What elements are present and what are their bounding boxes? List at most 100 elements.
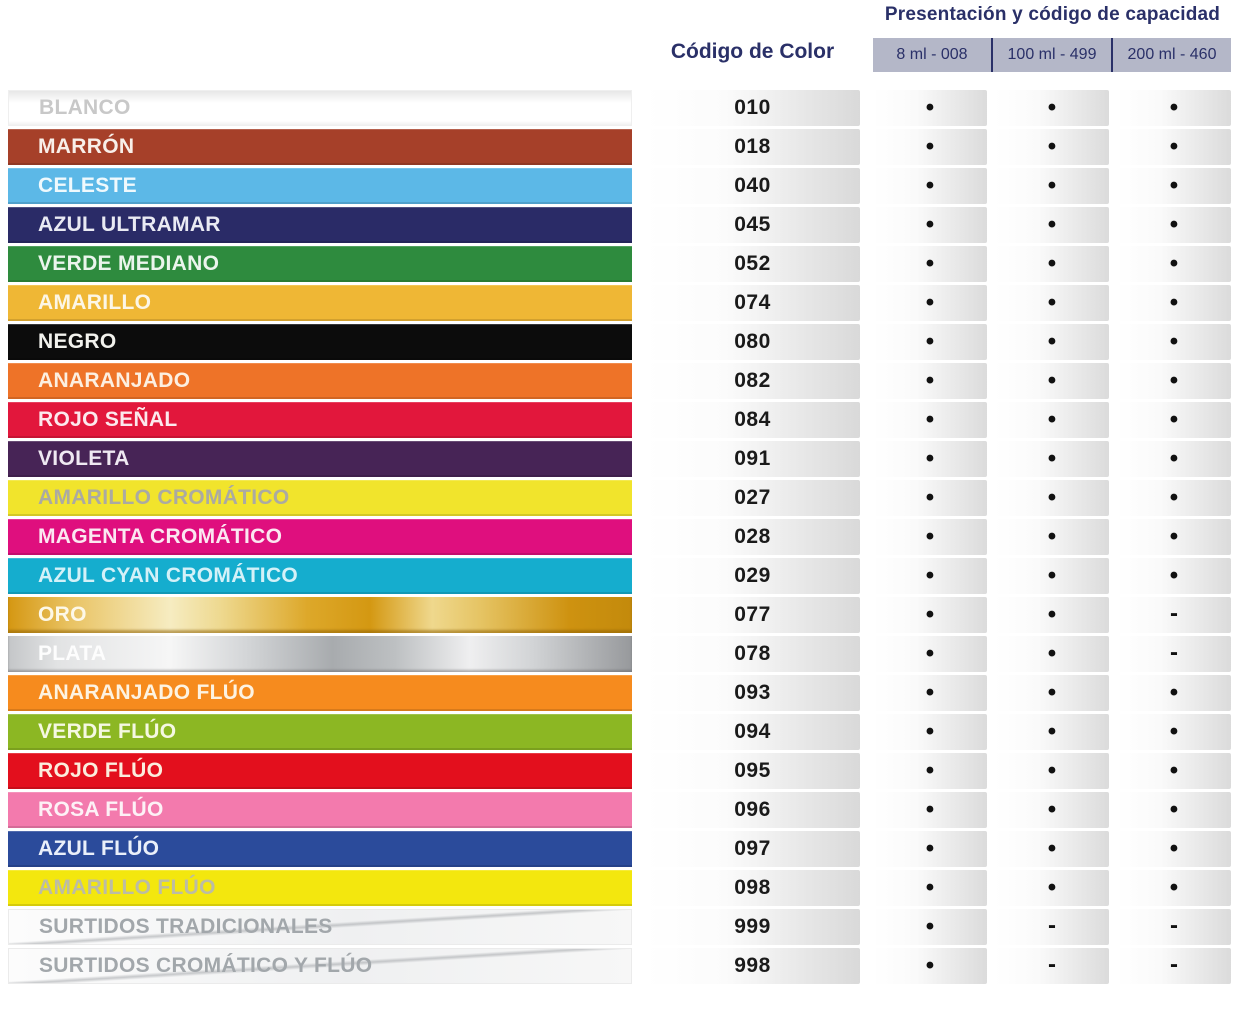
color-code-cell: 999 (645, 909, 860, 945)
color-swatch: ANARANJADO (8, 363, 632, 399)
color-code-cell: 040 (645, 168, 860, 204)
color-code-cell: 027 (645, 480, 860, 516)
capacity-mark-8ml: • (873, 948, 987, 984)
capacity-mark-100ml: • (995, 363, 1109, 399)
color-code-value: 077 (734, 603, 771, 626)
color-code-value: 094 (734, 720, 771, 743)
capacity-mark-8ml: • (873, 480, 987, 516)
color-swatch: BLANCO (8, 90, 632, 126)
capacity-mark-8ml: • (873, 831, 987, 867)
color-name-label: ANARANJADO (38, 369, 191, 392)
capacity-mark-8ml: • (873, 870, 987, 906)
color-swatch: ORO (8, 597, 632, 633)
capacity-mark-200ml: • (1117, 714, 1231, 750)
capacity-mark-100ml: • (995, 519, 1109, 555)
capacity-mark-100ml: • (995, 870, 1109, 906)
capacity-column-header: 100 ml - 499 (1007, 46, 1097, 63)
table-row: AZUL ULTRAMAR 045 • • • (0, 207, 1236, 243)
capacity-mark-200ml: • (1117, 129, 1231, 165)
table-row: AZUL FLÚO 097 • • • (0, 831, 1236, 867)
color-swatch: VIOLETA (8, 441, 632, 477)
capacity-mark-8ml: • (873, 129, 987, 165)
capacity-column-header: 200 ml - 460 (1127, 46, 1217, 63)
color-code-value: 074 (734, 291, 771, 314)
color-code-value: 084 (734, 408, 771, 431)
capacity-mark-100ml: • (995, 636, 1109, 672)
capacity-mark-100ml: • (995, 168, 1109, 204)
capacity-mark-8ml: • (873, 441, 987, 477)
table-row: VIOLETA 091 • • • (0, 441, 1236, 477)
capacity-mark-200ml: • (1117, 207, 1231, 243)
capacity-mark-100ml: - (995, 909, 1109, 945)
capacity-columns-header: 8 ml - 008 100 ml - 499 200 ml - 460 (873, 38, 1231, 72)
capacity-mark-200ml: • (1117, 90, 1231, 126)
color-code-cell: 052 (645, 246, 860, 282)
color-swatch: VERDE FLÚO (8, 714, 632, 750)
color-name-label: ROJO SEÑAL (38, 408, 178, 431)
table-row: AMARILLO FLÚO 098 • • • (0, 870, 1236, 906)
table-row: ANARANJADO 082 • • • (0, 363, 1236, 399)
capacity-mark-200ml: • (1117, 324, 1231, 360)
color-name-label: ROJO FLÚO (38, 759, 164, 782)
color-code-cell: 096 (645, 792, 860, 828)
color-swatch: SURTIDOS TRADICIONALES (8, 909, 632, 945)
color-code-cell: 084 (645, 402, 860, 438)
capacity-mark-8ml: • (873, 558, 987, 594)
table-row: VERDE FLÚO 094 • • • (0, 714, 1236, 750)
color-code-value: 096 (734, 798, 771, 821)
table-row: AZUL CYAN CROMÁTICO 029 • • • (0, 558, 1236, 594)
color-swatch: MAGENTA CROMÁTICO (8, 519, 632, 555)
capacity-mark-8ml: • (873, 792, 987, 828)
capacity-mark-8ml: • (873, 597, 987, 633)
color-name-label: BLANCO (39, 96, 131, 119)
color-code-cell: 077 (645, 597, 860, 633)
capacity-mark-200ml: • (1117, 441, 1231, 477)
capacity-mark-100ml: • (995, 675, 1109, 711)
color-code-cell: 018 (645, 129, 860, 165)
capacity-mark-200ml: • (1117, 792, 1231, 828)
capacity-mark-200ml: • (1117, 519, 1231, 555)
capacity-mark-200ml: - (1117, 948, 1231, 984)
color-code-cell: 097 (645, 831, 860, 867)
color-name-label: CELESTE (38, 174, 137, 197)
table-row: ORO 077 • • - (0, 597, 1236, 633)
capacity-mark-100ml: • (995, 90, 1109, 126)
color-code-value: 097 (734, 837, 771, 860)
table-row: ROSA FLÚO 096 • • • (0, 792, 1236, 828)
color-code-value: 040 (734, 174, 771, 197)
capacity-mark-8ml: • (873, 246, 987, 282)
color-code-value: 018 (734, 135, 771, 158)
capacity-mark-8ml: • (873, 207, 987, 243)
capacity-mark-100ml: • (995, 753, 1109, 789)
color-code-cell: 028 (645, 519, 860, 555)
color-code-value: 095 (734, 759, 771, 782)
color-name-label: ORO (38, 603, 87, 626)
color-code-cell: 010 (645, 90, 860, 126)
color-name-label: VERDE MEDIANO (38, 252, 220, 275)
color-name-label: MAGENTA CROMÁTICO (38, 525, 283, 548)
color-name-label: MARRÓN (38, 135, 135, 158)
capacity-mark-200ml: • (1117, 402, 1231, 438)
capacity-mark-200ml: • (1117, 168, 1231, 204)
color-table-body: BLANCO 010 • • • MARRÓN 018 • • • CELEST… (0, 90, 1236, 984)
table-row: MAGENTA CROMÁTICO 028 • • • (0, 519, 1236, 555)
capacity-mark-8ml: • (873, 363, 987, 399)
color-name-label: NEGRO (38, 330, 117, 353)
color-name-label: SURTIDOS TRADICIONALES (39, 915, 333, 938)
column-separator (1111, 38, 1113, 72)
color-swatch: AZUL CYAN CROMÁTICO (8, 558, 632, 594)
color-name-label: SURTIDOS CROMÁTICO Y FLÚO (39, 954, 373, 977)
color-code-value: 029 (734, 564, 771, 587)
capacity-mark-100ml: • (995, 597, 1109, 633)
color-code-value: 098 (734, 876, 771, 899)
capacity-mark-8ml: • (873, 168, 987, 204)
table-row: VERDE MEDIANO 052 • • • (0, 246, 1236, 282)
color-swatch: AZUL FLÚO (8, 831, 632, 867)
capacity-mark-8ml: • (873, 909, 987, 945)
color-swatch: CELESTE (8, 168, 632, 204)
color-swatch: PLATA (8, 636, 632, 672)
color-code-value: 078 (734, 642, 771, 665)
color-code-value: 091 (734, 447, 771, 470)
color-name-label: PLATA (38, 642, 107, 665)
